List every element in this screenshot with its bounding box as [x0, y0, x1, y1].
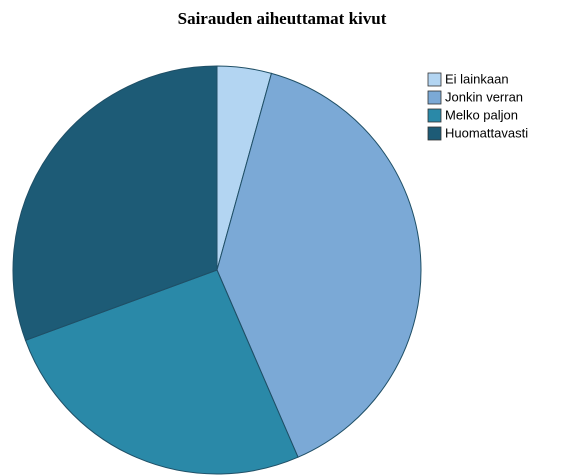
legend-swatch — [427, 108, 442, 123]
chart-title: Sairauden aiheuttamat kivut — [178, 9, 387, 28]
pie-slice — [12, 65, 218, 341]
pie-slice — [24, 269, 299, 475]
legend-label: Melko paljon — [445, 107, 518, 122]
legend-label: Ei lainkaan — [445, 71, 509, 86]
legend-swatch — [427, 72, 442, 87]
legend-swatch — [427, 90, 442, 105]
legend-label: Huomattavasti — [445, 125, 528, 140]
pie-slice — [216, 72, 422, 458]
legend-swatch — [427, 126, 442, 141]
legend-label: Jonkin verran — [445, 89, 523, 104]
